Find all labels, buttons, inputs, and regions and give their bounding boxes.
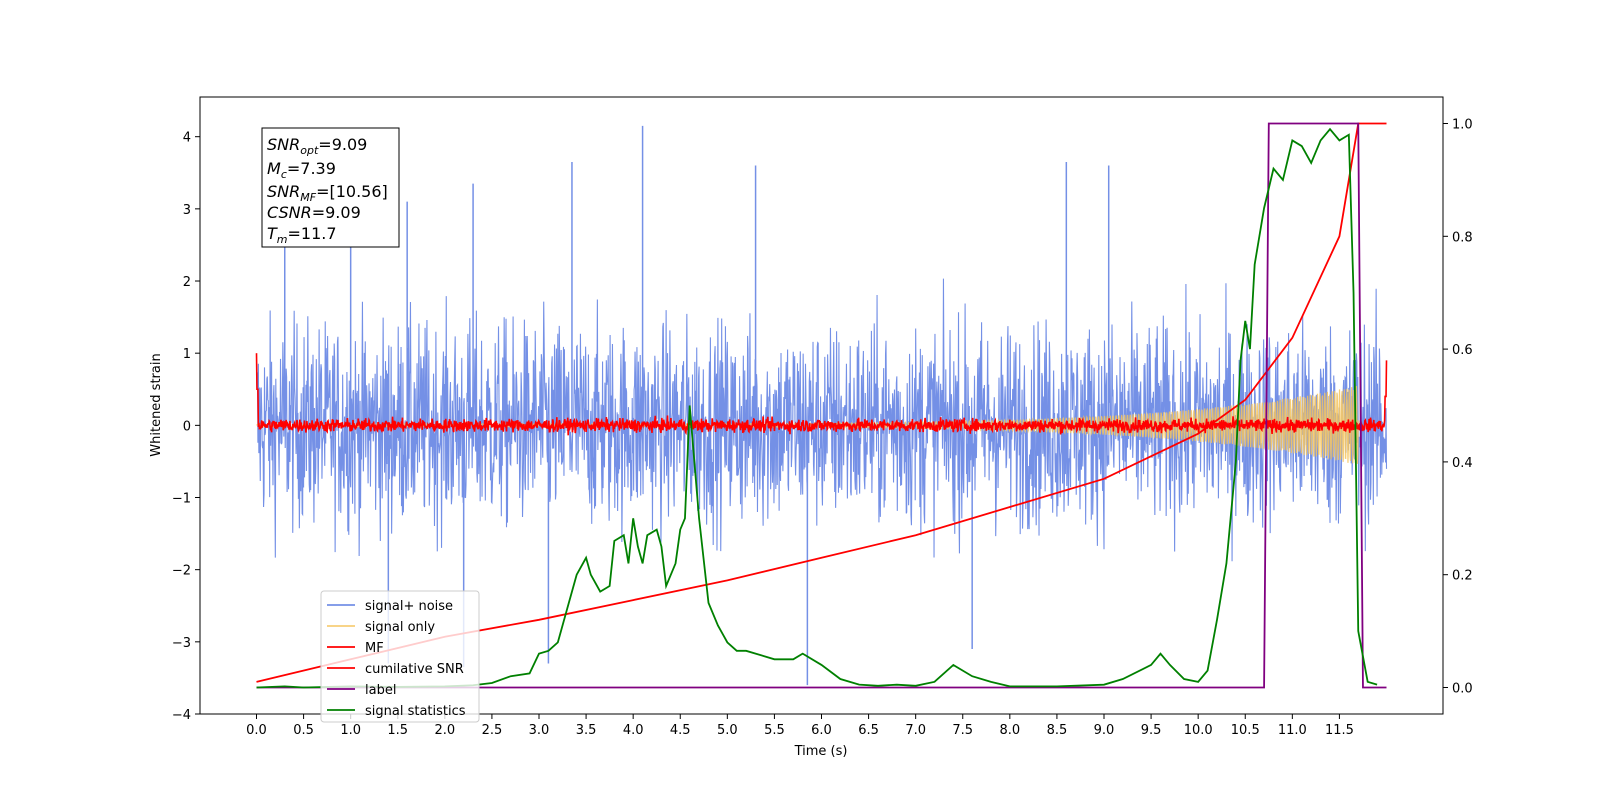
y-left-tick-label: 1 (183, 347, 191, 362)
stats-box-frame (261, 127, 400, 248)
y-left-tick-label: −4 (172, 708, 191, 723)
x-tick-label: 10.0 (1184, 723, 1213, 738)
stat-snr-mf: SNRMF=[10.56] (267, 182, 388, 204)
legend-label: label (365, 683, 396, 698)
legend-label: signal only (365, 620, 435, 635)
x-tick-label: 6.5 (858, 723, 879, 738)
x-tick-label: 0.0 (246, 723, 267, 738)
stat-snr-opt: SNRopt=9.09 (267, 135, 367, 157)
legend: signal+ noise signal only MF cumilative SNR… (320, 590, 480, 723)
x-tick-label: 4.5 (670, 723, 691, 738)
x-tick-label: 0.5 (293, 723, 314, 738)
legend-label: cumilative SNR (365, 662, 464, 677)
series-label (256, 122, 1387, 689)
y-right-tick-label: 0.4 (1452, 456, 1473, 471)
stat-tm: Tm=11.7 (267, 224, 337, 246)
y-left-tick-label: −3 (172, 636, 191, 651)
y-left-tick-label: 0 (183, 419, 191, 434)
x-tick-label: 1.0 (340, 723, 361, 738)
x-tick-label: 11.5 (1325, 723, 1354, 738)
x-tick-label: 7.5 (952, 723, 973, 738)
x-axis-label: Time (s) (794, 744, 848, 759)
stat-csnr: CSNR=9.09 (267, 203, 361, 222)
y-right-tick-label: 0.8 (1452, 230, 1473, 245)
y-right-tick-label: 0.6 (1452, 343, 1473, 358)
y-axis-right: 0.0 0.2 0.4 0.6 0.8 1.0 (1443, 118, 1473, 696)
y-left-tick-label: 4 (183, 131, 191, 146)
x-tick-label: 9.5 (1141, 723, 1162, 738)
x-tick-label: 3.0 (529, 723, 550, 738)
x-tick-label: 6.0 (811, 723, 832, 738)
legend-label: MF (365, 641, 384, 656)
y-left-tick-label: −2 (172, 564, 191, 579)
x-tick-label: 10.5 (1231, 723, 1260, 738)
series-cumulative-snr (256, 122, 1387, 683)
x-tick-label: 1.5 (387, 723, 408, 738)
legend-label: signal statistics (365, 704, 466, 719)
x-tick-label: 8.5 (1047, 723, 1068, 738)
y-right-tick-label: 1.0 (1452, 118, 1473, 133)
x-tick-label: 7.0 (905, 723, 926, 738)
y-right-tick-label: 0.0 (1452, 681, 1473, 696)
y-axis-left: −4 −3 −2 −1 0 1 2 3 4 (172, 131, 200, 723)
x-axis: 0.0 0.5 1.0 1.5 2.0 2.5 3.0 3.5 4.0 4.5 5.0 5.5 6.0 6… (246, 714, 1354, 738)
series-layer (255, 122, 1388, 689)
y-axis-label: Whitened strain (149, 353, 164, 456)
x-tick-label: 2.0 (434, 723, 455, 738)
x-tick-label: 5.0 (717, 723, 738, 738)
x-tick-label: 11.0 (1278, 723, 1307, 738)
legend-label: signal+ noise (365, 599, 453, 614)
y-left-tick-label: 2 (183, 275, 191, 290)
y-left-tick-label: −1 (172, 492, 191, 507)
x-tick-label: 5.5 (764, 723, 785, 738)
stats-box: SNRopt=9.09 Mc=7.39 SNRMF=[10.56] CSNR=9… (261, 127, 400, 248)
x-tick-label: 3.5 (576, 723, 597, 738)
y-left-tick-label: 3 (183, 203, 191, 218)
y-right-tick-label: 0.2 (1452, 569, 1473, 584)
x-tick-label: 8.0 (999, 723, 1020, 738)
x-tick-label: 9.0 (1094, 723, 1115, 738)
series-signal-statistics (256, 127, 1378, 689)
legend-frame (320, 590, 480, 723)
series-mf (255, 353, 1388, 436)
x-tick-label: 2.5 (482, 723, 503, 738)
stat-mc: Mc=7.39 (267, 159, 336, 181)
x-tick-label: 4.0 (623, 723, 644, 738)
